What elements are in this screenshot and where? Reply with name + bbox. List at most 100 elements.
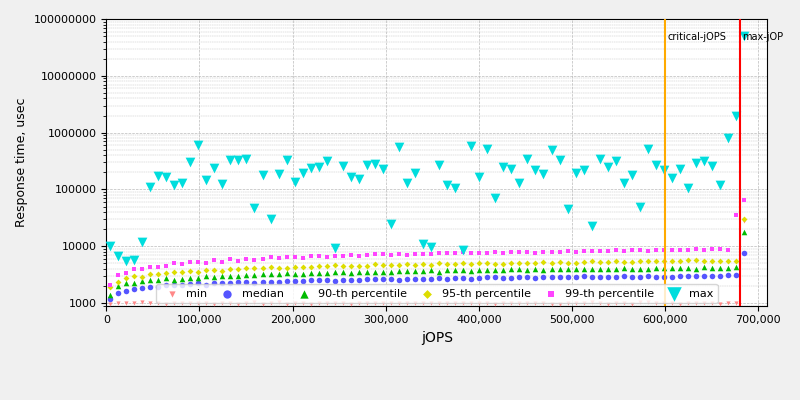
95-th percentile (586, 258, 598, 264)
max (441, 182, 454, 188)
99-th percentile (184, 258, 197, 265)
min (537, 300, 550, 306)
min (674, 300, 686, 307)
99-th percentile (385, 252, 398, 258)
min (393, 300, 406, 306)
max (128, 257, 141, 263)
95-th percentile (120, 275, 133, 281)
95-th percentile (160, 270, 173, 276)
max (425, 244, 438, 250)
min (553, 300, 566, 307)
95-th percentile (666, 258, 678, 264)
99-th percentile (618, 248, 630, 254)
median (280, 278, 293, 284)
95-th percentile (264, 264, 277, 270)
95-th percentile (401, 261, 414, 267)
max (481, 146, 494, 152)
min (481, 299, 494, 306)
95-th percentile (224, 266, 237, 272)
90-th percentile (312, 270, 325, 276)
99-th percentile (200, 259, 213, 266)
90-th percentile (594, 266, 606, 272)
min (336, 300, 349, 306)
max (610, 158, 622, 164)
99-th percentile (409, 250, 422, 257)
min (200, 300, 213, 306)
median (264, 279, 277, 286)
min (578, 300, 590, 306)
99-th percentile (529, 250, 542, 256)
median (457, 274, 470, 281)
99-th percentile (112, 272, 125, 278)
min (304, 300, 317, 307)
min (473, 300, 486, 306)
90-th percentile (377, 269, 390, 275)
90-th percentile (730, 264, 742, 271)
min (642, 299, 654, 306)
99-th percentile (353, 253, 366, 260)
min (441, 300, 454, 306)
max (553, 157, 566, 164)
min (730, 300, 742, 306)
min (272, 299, 285, 306)
max (200, 176, 213, 183)
min (256, 301, 269, 307)
min (706, 300, 718, 306)
90-th percentile (610, 266, 622, 272)
min (353, 300, 366, 306)
95-th percentile (104, 283, 117, 290)
max (417, 241, 430, 248)
99-th percentile (505, 249, 518, 256)
90-th percentile (328, 269, 341, 275)
99-th percentile (160, 262, 173, 269)
max (714, 182, 726, 188)
median (610, 274, 622, 280)
median (578, 273, 590, 280)
median (666, 274, 678, 280)
99-th percentile (144, 264, 157, 270)
median (505, 275, 518, 281)
99-th percentile (586, 248, 598, 254)
max (569, 170, 582, 176)
median (353, 277, 366, 284)
95-th percentile (176, 269, 189, 275)
median (561, 274, 574, 281)
90-th percentile (682, 264, 694, 271)
min (160, 300, 173, 307)
95-th percentile (385, 262, 398, 268)
90-th percentile (280, 270, 293, 276)
median (272, 278, 285, 285)
99-th percentile (634, 247, 646, 253)
median (184, 281, 197, 287)
90-th percentile (433, 268, 446, 275)
95-th percentile (425, 262, 438, 268)
min (602, 300, 614, 307)
90-th percentile (658, 264, 670, 271)
min (618, 300, 630, 306)
99-th percentile (497, 249, 510, 256)
min (594, 300, 606, 306)
median (674, 273, 686, 279)
min (650, 300, 662, 306)
95-th percentile (433, 260, 446, 266)
99-th percentile (730, 212, 742, 218)
median (594, 274, 606, 280)
95-th percentile (521, 260, 534, 266)
max (104, 243, 117, 249)
median (730, 272, 742, 278)
median (521, 274, 534, 280)
median (425, 276, 438, 282)
median (312, 277, 325, 283)
99-th percentile (304, 253, 317, 259)
median (553, 274, 566, 280)
min (529, 300, 542, 306)
90-th percentile (618, 265, 630, 271)
min (328, 300, 341, 306)
max (296, 170, 309, 176)
max (706, 162, 718, 169)
99-th percentile (128, 266, 141, 272)
90-th percentile (497, 267, 510, 274)
90-th percentile (417, 268, 430, 274)
max (602, 164, 614, 170)
max (465, 143, 478, 149)
